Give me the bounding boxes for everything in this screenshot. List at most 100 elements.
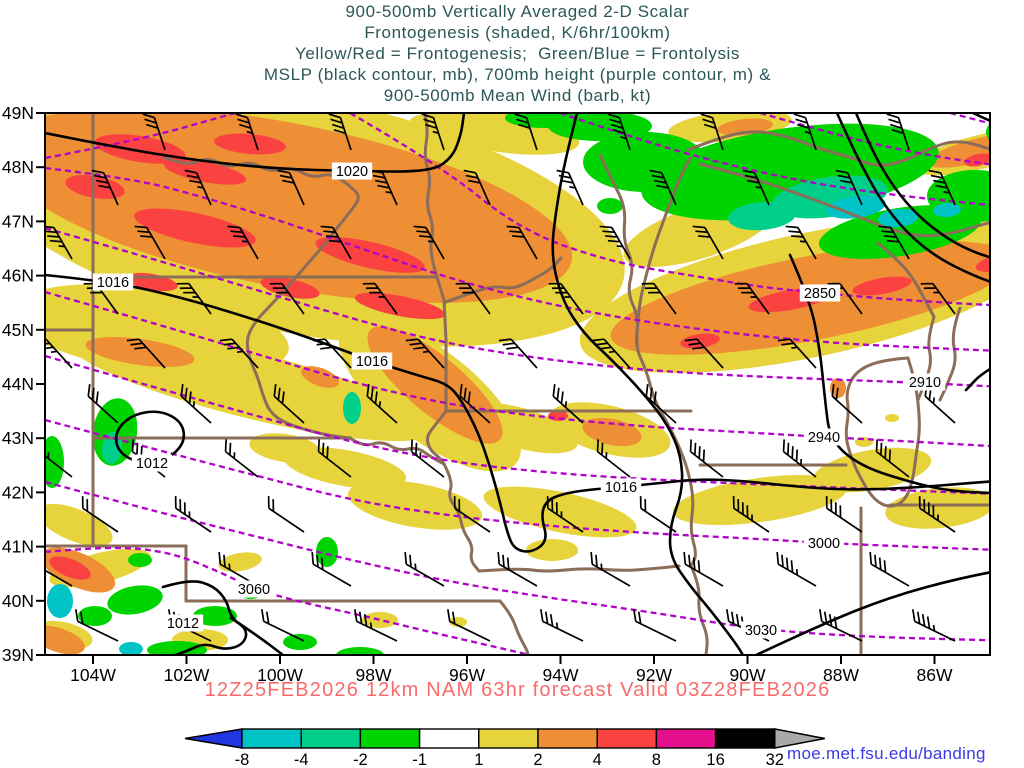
contour-label-box	[331, 162, 373, 180]
mslp-contour	[971, 113, 990, 123]
shading-blob	[147, 641, 207, 655]
shading-blob	[483, 486, 637, 538]
lon-label: 102W	[164, 665, 210, 685]
title-line: 900-500mb Mean Wind (barb, kt)	[383, 86, 652, 105]
wind-barb	[453, 496, 491, 533]
wind-barb	[825, 496, 863, 533]
height-contour	[45, 226, 990, 388]
lat-label: 40N	[2, 591, 34, 611]
contour-label-box	[351, 352, 393, 370]
wind-barb	[835, 169, 863, 206]
colorbar-segment	[359, 728, 421, 749]
wind-barb	[514, 113, 538, 151]
wind-barb	[353, 609, 398, 642]
colorbar-value: 16	[706, 751, 724, 768]
wind-barb	[506, 225, 538, 260]
state-border	[435, 275, 448, 413]
wind-barb	[590, 551, 631, 587]
wind-barb	[405, 338, 445, 369]
colorbar-value: -1	[412, 751, 427, 768]
wind-barb	[404, 551, 445, 587]
mslp-contour	[45, 273, 990, 553]
river-or-shore	[689, 564, 709, 655]
contour-label-box	[92, 273, 134, 291]
shading-blob	[885, 487, 990, 529]
shading-blob	[728, 201, 796, 231]
wind-barb	[911, 609, 956, 642]
height-contour	[349, 113, 990, 307]
lat-label: 47N	[2, 211, 34, 231]
shading-blob	[214, 133, 286, 155]
wind-barb	[777, 338, 817, 369]
colorbar-value: 32	[766, 751, 784, 768]
lat-label: 46N	[2, 266, 34, 286]
height-contour	[759, 113, 990, 166]
title-line: Yellow/Red = Frontogenesis; Green/Blue =…	[294, 44, 741, 63]
wind-barb	[875, 439, 910, 478]
wind-barb	[269, 282, 305, 315]
mslp-contours	[45, 113, 990, 655]
wind-barb	[328, 113, 352, 151]
wind-barb	[74, 609, 119, 642]
wind-barb	[599, 225, 631, 260]
shading-blob	[354, 292, 446, 320]
wind-barb	[81, 496, 119, 533]
shading-blob	[989, 205, 990, 245]
shading-blob	[885, 414, 899, 422]
wind-barb	[459, 384, 491, 424]
river-or-shore	[844, 356, 921, 508]
wind-barb	[928, 169, 956, 206]
map-body: 2850 2910 2940 3000 3030 3060 1020 1016 1016 1016…	[45, 113, 1024, 655]
lat-label: 49N	[2, 103, 34, 123]
lat-label: 42N	[2, 482, 34, 502]
shading-blob	[986, 123, 990, 141]
shading-blob	[128, 553, 152, 567]
wind-barb	[45, 551, 73, 587]
shading-blob	[582, 417, 642, 447]
contour-label: 2910	[909, 375, 941, 391]
colorbar-value: 4	[593, 751, 602, 768]
lon-label: 90W	[730, 665, 766, 685]
wind-barb	[455, 282, 491, 315]
contour-label: 2850	[804, 286, 836, 302]
river-or-shore	[444, 256, 563, 304]
wind-barb	[498, 338, 538, 369]
wind-barb	[732, 496, 770, 533]
wind-barb	[548, 282, 584, 315]
wind-barb	[793, 113, 817, 151]
shading-blob	[107, 585, 163, 615]
lat-label: 39N	[2, 645, 34, 665]
colorbar-value: 2	[533, 751, 542, 768]
shading-blob	[163, 159, 247, 185]
wind-barb	[700, 113, 724, 151]
title: 900-500mb Vertically Averaged 2-D Scalar…	[45, 1, 990, 106]
contour-label: 3000	[808, 536, 840, 552]
colorbar-value: -4	[294, 751, 309, 768]
colorbar-segment	[300, 728, 362, 749]
wind-barb	[87, 384, 119, 424]
contour-label: 1012	[136, 456, 168, 472]
contour-label: 1016	[356, 354, 388, 370]
shading-blob	[1002, 230, 1024, 306]
river-or-shore	[442, 462, 481, 573]
contour-label-box	[803, 534, 845, 552]
banding-link[interactable]: moe.met.fsu.edu/banding	[787, 744, 986, 763]
mslp-contour	[753, 571, 990, 655]
lon-label: 100W	[257, 665, 303, 685]
shading-blob	[926, 132, 990, 168]
mslp-contour	[788, 253, 990, 495]
contour-label: 3030	[745, 623, 777, 639]
lat-label: 48N	[2, 157, 34, 177]
shading-blob	[336, 647, 384, 655]
lon-label: 98W	[356, 665, 392, 685]
title-line: Frontogenesis (shaded, K/6hr/100km)	[364, 23, 671, 42]
shading-blob	[852, 276, 912, 296]
contour-labels: 2850 2910 2940 3000 3030 3060 1020 1016 1016 1016…	[92, 162, 946, 639]
wind-barb	[831, 384, 863, 424]
wind-barb	[126, 338, 166, 369]
wind-barb	[785, 225, 817, 260]
mslp-contour	[551, 113, 745, 655]
colorbar: -8 -4 -2 -1 1 2 4 8 16 32	[184, 728, 825, 768]
height-contour	[45, 480, 990, 642]
shading-blob	[995, 290, 1024, 350]
